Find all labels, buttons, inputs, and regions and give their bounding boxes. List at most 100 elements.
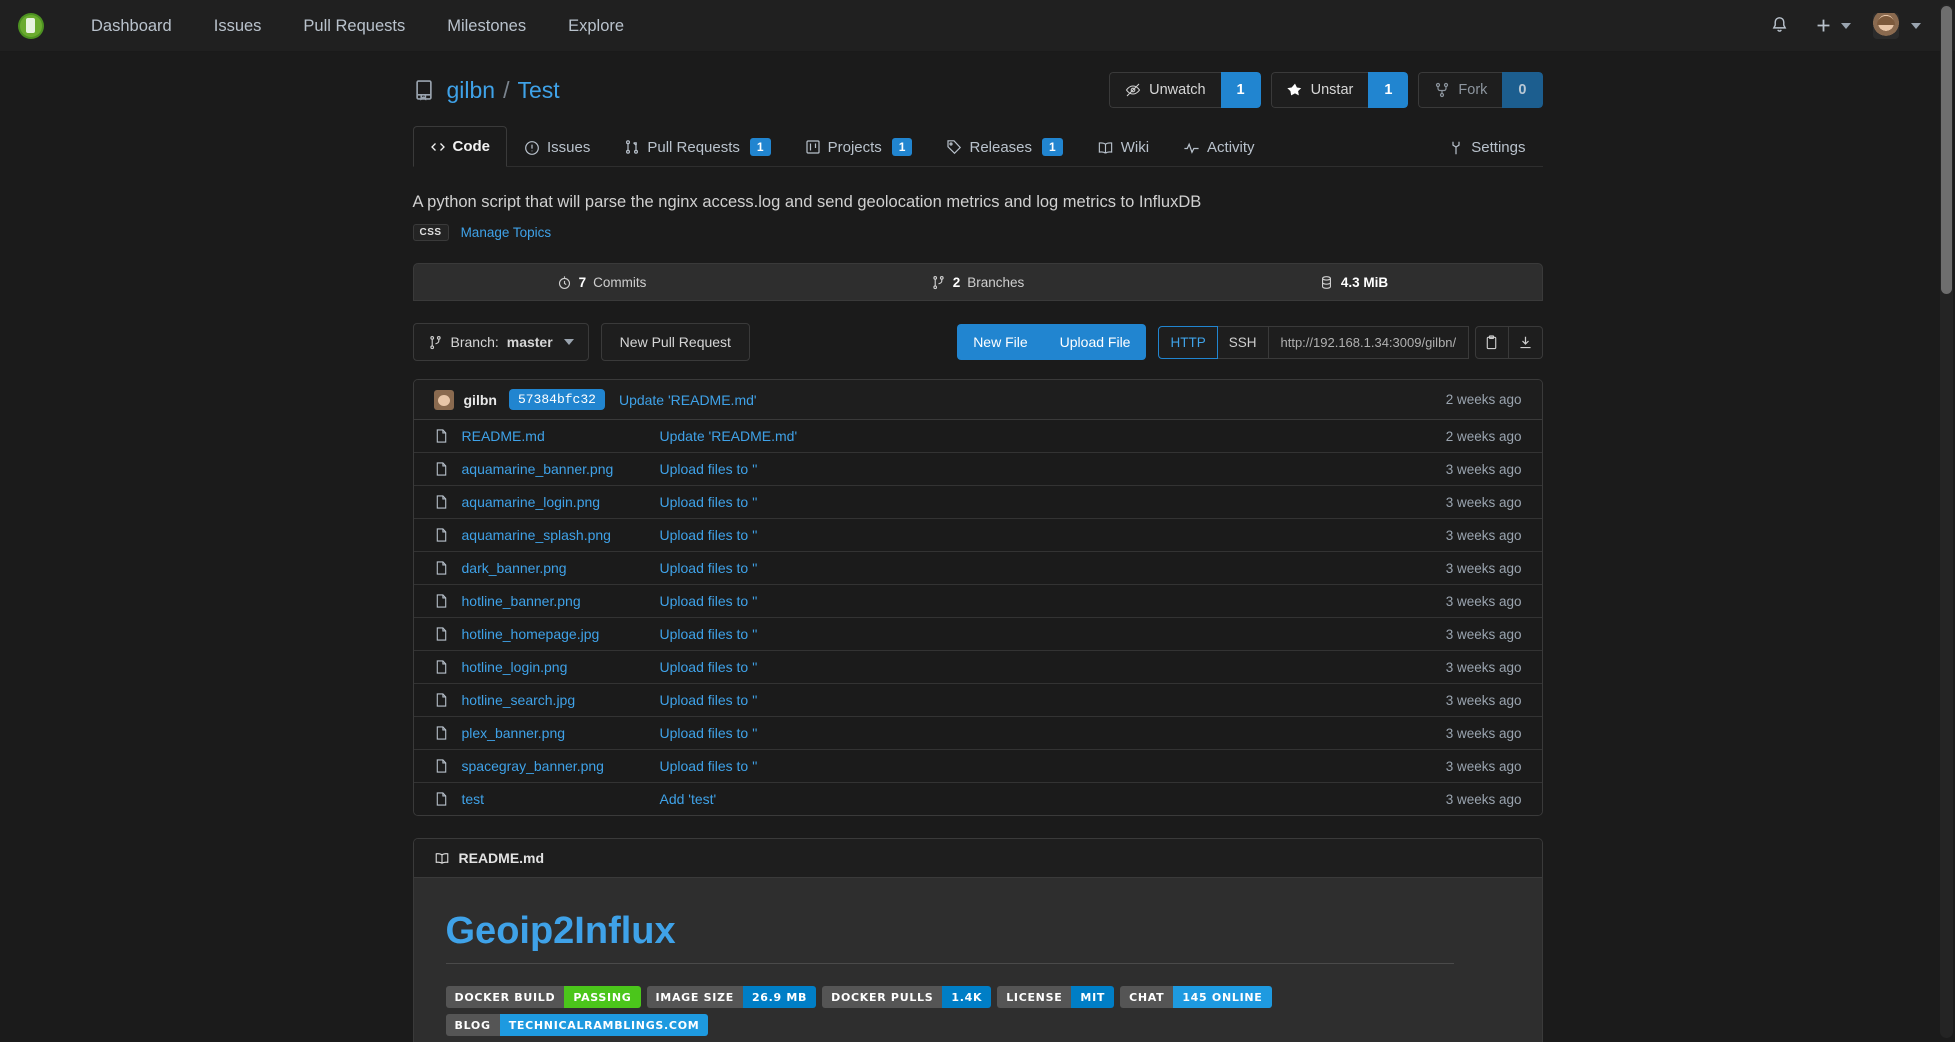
tab-settings[interactable]: Settings <box>1431 127 1542 167</box>
file-name-link[interactable]: hotline_search.jpg <box>461 692 576 708</box>
file-commit-message[interactable]: Update 'README.md' <box>659 428 798 444</box>
download-icon[interactable] <box>1508 325 1543 359</box>
commit-message[interactable]: Update 'README.md' <box>618 391 757 408</box>
file-name-link[interactable]: aquamarine_splash.png <box>461 527 611 543</box>
status-badge[interactable]: BLOG TECHNICALRAMBLINGS.COM <box>445 1014 709 1036</box>
tab-projects[interactable]: Projects 1 <box>788 126 930 167</box>
topic-chip-css[interactable]: CSS <box>412 224 449 241</box>
fork-label: Fork <box>1458 82 1488 98</box>
status-badge[interactable]: CHAT 145 ONLINE <box>1120 986 1272 1008</box>
file-name-link[interactable]: README.md <box>461 428 545 444</box>
file-commit-message[interactable]: Upload files to '' <box>659 593 758 609</box>
unwatch-button[interactable]: Unwatch <box>1109 72 1221 108</box>
file-commit-message[interactable]: Add 'test' <box>659 791 717 807</box>
stat-repo-size-value: 4.3 MiB <box>1340 274 1389 290</box>
file-commit-time: 3 weeks ago <box>1445 692 1522 708</box>
new-file-button[interactable]: New File <box>957 324 1044 360</box>
file-name-link[interactable]: hotline_homepage.jpg <box>461 626 600 642</box>
file-commit-time: 3 weeks ago <box>1445 494 1522 510</box>
repo-description: A python script that will parse the ngin… <box>412 193 1202 211</box>
file-commit-message[interactable]: Upload files to '' <box>659 659 758 675</box>
chevron-down-icon-create[interactable] <box>1841 22 1851 29</box>
repo-separator: / <box>503 76 510 103</box>
nav-link-issues[interactable]: Issues <box>213 16 262 35</box>
tab-wiki[interactable]: Wiki <box>1080 127 1166 167</box>
gitea-logo-icon[interactable] <box>18 12 44 39</box>
repo-toolbar: Branch: master New Pull Request New File… <box>412 323 1543 361</box>
status-badge[interactable]: LICENSE MIT <box>997 986 1115 1008</box>
file-commit-message[interactable]: Upload files to '' <box>659 692 758 708</box>
status-badge[interactable]: DOCKER BUILD PASSING <box>445 986 641 1008</box>
unstar-button[interactable]: Unstar <box>1270 72 1369 108</box>
file-commit-time: 3 weeks ago <box>1445 758 1522 774</box>
clone-url-input[interactable] <box>1268 325 1469 359</box>
stat-branches[interactable]: 2 Branches <box>790 264 1166 300</box>
status-badge[interactable]: DOCKER PULLS 1.4K <box>822 986 992 1008</box>
file-commit-time: 3 weeks ago <box>1445 659 1522 675</box>
file-commit-message[interactable]: Upload files to '' <box>659 494 758 510</box>
new-pull-request-button[interactable]: New Pull Request <box>600 323 750 361</box>
scrollbar-thumb[interactable] <box>1941 6 1952 294</box>
readme-badges: DOCKER BUILD PASSING IMAGE SIZE 26.9 MB DOCK… <box>445 986 1454 1036</box>
manage-topics-link[interactable]: Manage Topics <box>460 225 552 240</box>
file-icon <box>434 725 449 741</box>
repo-header: gilbn / Test Unwatch 1 <box>0 52 1955 1042</box>
file-commit-message[interactable]: Upload files to '' <box>659 560 758 576</box>
watch-count[interactable]: 1 <box>1220 72 1261 108</box>
chevron-down-icon-branch <box>563 339 574 345</box>
repo-owner-link[interactable]: gilbn <box>446 76 496 103</box>
repo-topics: CSS Manage Topics <box>412 224 1543 241</box>
avatar[interactable] <box>1873 12 1899 39</box>
file-commit-message[interactable]: Upload files to '' <box>659 461 758 477</box>
tab-releases[interactable]: Releases 1 <box>929 126 1079 167</box>
file-commit-time: 2 weeks ago <box>1445 428 1522 444</box>
nav-link-explore[interactable]: Explore <box>568 16 625 35</box>
fork-button[interactable]: Fork <box>1418 72 1503 108</box>
plus-icon[interactable] <box>1801 4 1845 48</box>
file-icon <box>434 560 449 576</box>
table-row: aquamarine_banner.png Upload files to '' 3… <box>413 453 1542 486</box>
nav-link-milestones[interactable]: Milestones <box>447 16 527 35</box>
chevron-down-icon-user[interactable] <box>1911 22 1921 29</box>
clone-protocol-http[interactable]: HTTP <box>1158 325 1218 359</box>
file-name-link[interactable]: aquamarine_banner.png <box>461 461 614 477</box>
tab-code[interactable]: Code <box>412 126 507 167</box>
fork-count[interactable]: 0 <box>1502 72 1543 108</box>
file-icon <box>434 659 449 675</box>
page-scrollbar[interactable] <box>1940 4 1953 1038</box>
file-commit-message[interactable]: Upload files to '' <box>659 626 758 642</box>
tab-wiki-label: Wiki <box>1120 139 1150 156</box>
file-commit-message[interactable]: Upload files to '' <box>659 758 758 774</box>
tab-pull-requests[interactable]: Pull Requests 1 <box>607 126 787 167</box>
commit-sha[interactable]: 57384bfc32 <box>508 389 605 410</box>
nav-link-pull-requests[interactable]: Pull Requests <box>303 16 406 35</box>
file-name-link[interactable]: aquamarine_login.png <box>461 494 601 510</box>
clone-protocol-ssh[interactable]: SSH <box>1217 325 1269 359</box>
stat-commits[interactable]: 7 Commits <box>414 264 790 300</box>
bell-icon[interactable] <box>1757 4 1801 48</box>
unstar-label: Unstar <box>1310 82 1354 98</box>
status-badge[interactable]: IMAGE SIZE 26.9 MB <box>646 986 817 1008</box>
file-name-link[interactable]: dark_banner.png <box>461 560 567 576</box>
file-name-link[interactable]: spacegray_banner.png <box>461 758 604 774</box>
tab-activity[interactable]: Activity <box>1166 127 1272 167</box>
file-commit-time: 3 weeks ago <box>1445 527 1522 543</box>
branch-selector[interactable]: Branch: master <box>412 323 589 361</box>
repo-name-link[interactable]: Test <box>517 76 560 103</box>
file-name-link[interactable]: hotline_login.png <box>461 659 568 675</box>
clipboard-icon[interactable] <box>1474 325 1509 359</box>
table-row: aquamarine_login.png Upload files to '' 3 … <box>413 486 1542 519</box>
tab-issues[interactable]: Issues <box>507 127 607 167</box>
file-icon <box>434 461 449 477</box>
file-name-link[interactable]: test <box>461 791 485 807</box>
commit-author-name[interactable]: gilbn <box>463 391 497 408</box>
file-name-link[interactable]: hotline_banner.png <box>461 593 581 609</box>
file-commit-message[interactable]: Upload files to '' <box>659 527 758 543</box>
star-count[interactable]: 1 <box>1368 72 1409 108</box>
status-badge-value: MIT <box>1071 986 1115 1008</box>
upload-file-button[interactable]: Upload File <box>1043 324 1147 360</box>
file-name-link[interactable]: plex_banner.png <box>461 725 566 741</box>
nav-link-dashboard[interactable]: Dashboard <box>91 16 172 35</box>
file-icon <box>434 626 449 642</box>
file-commit-message[interactable]: Upload files to '' <box>659 725 758 741</box>
